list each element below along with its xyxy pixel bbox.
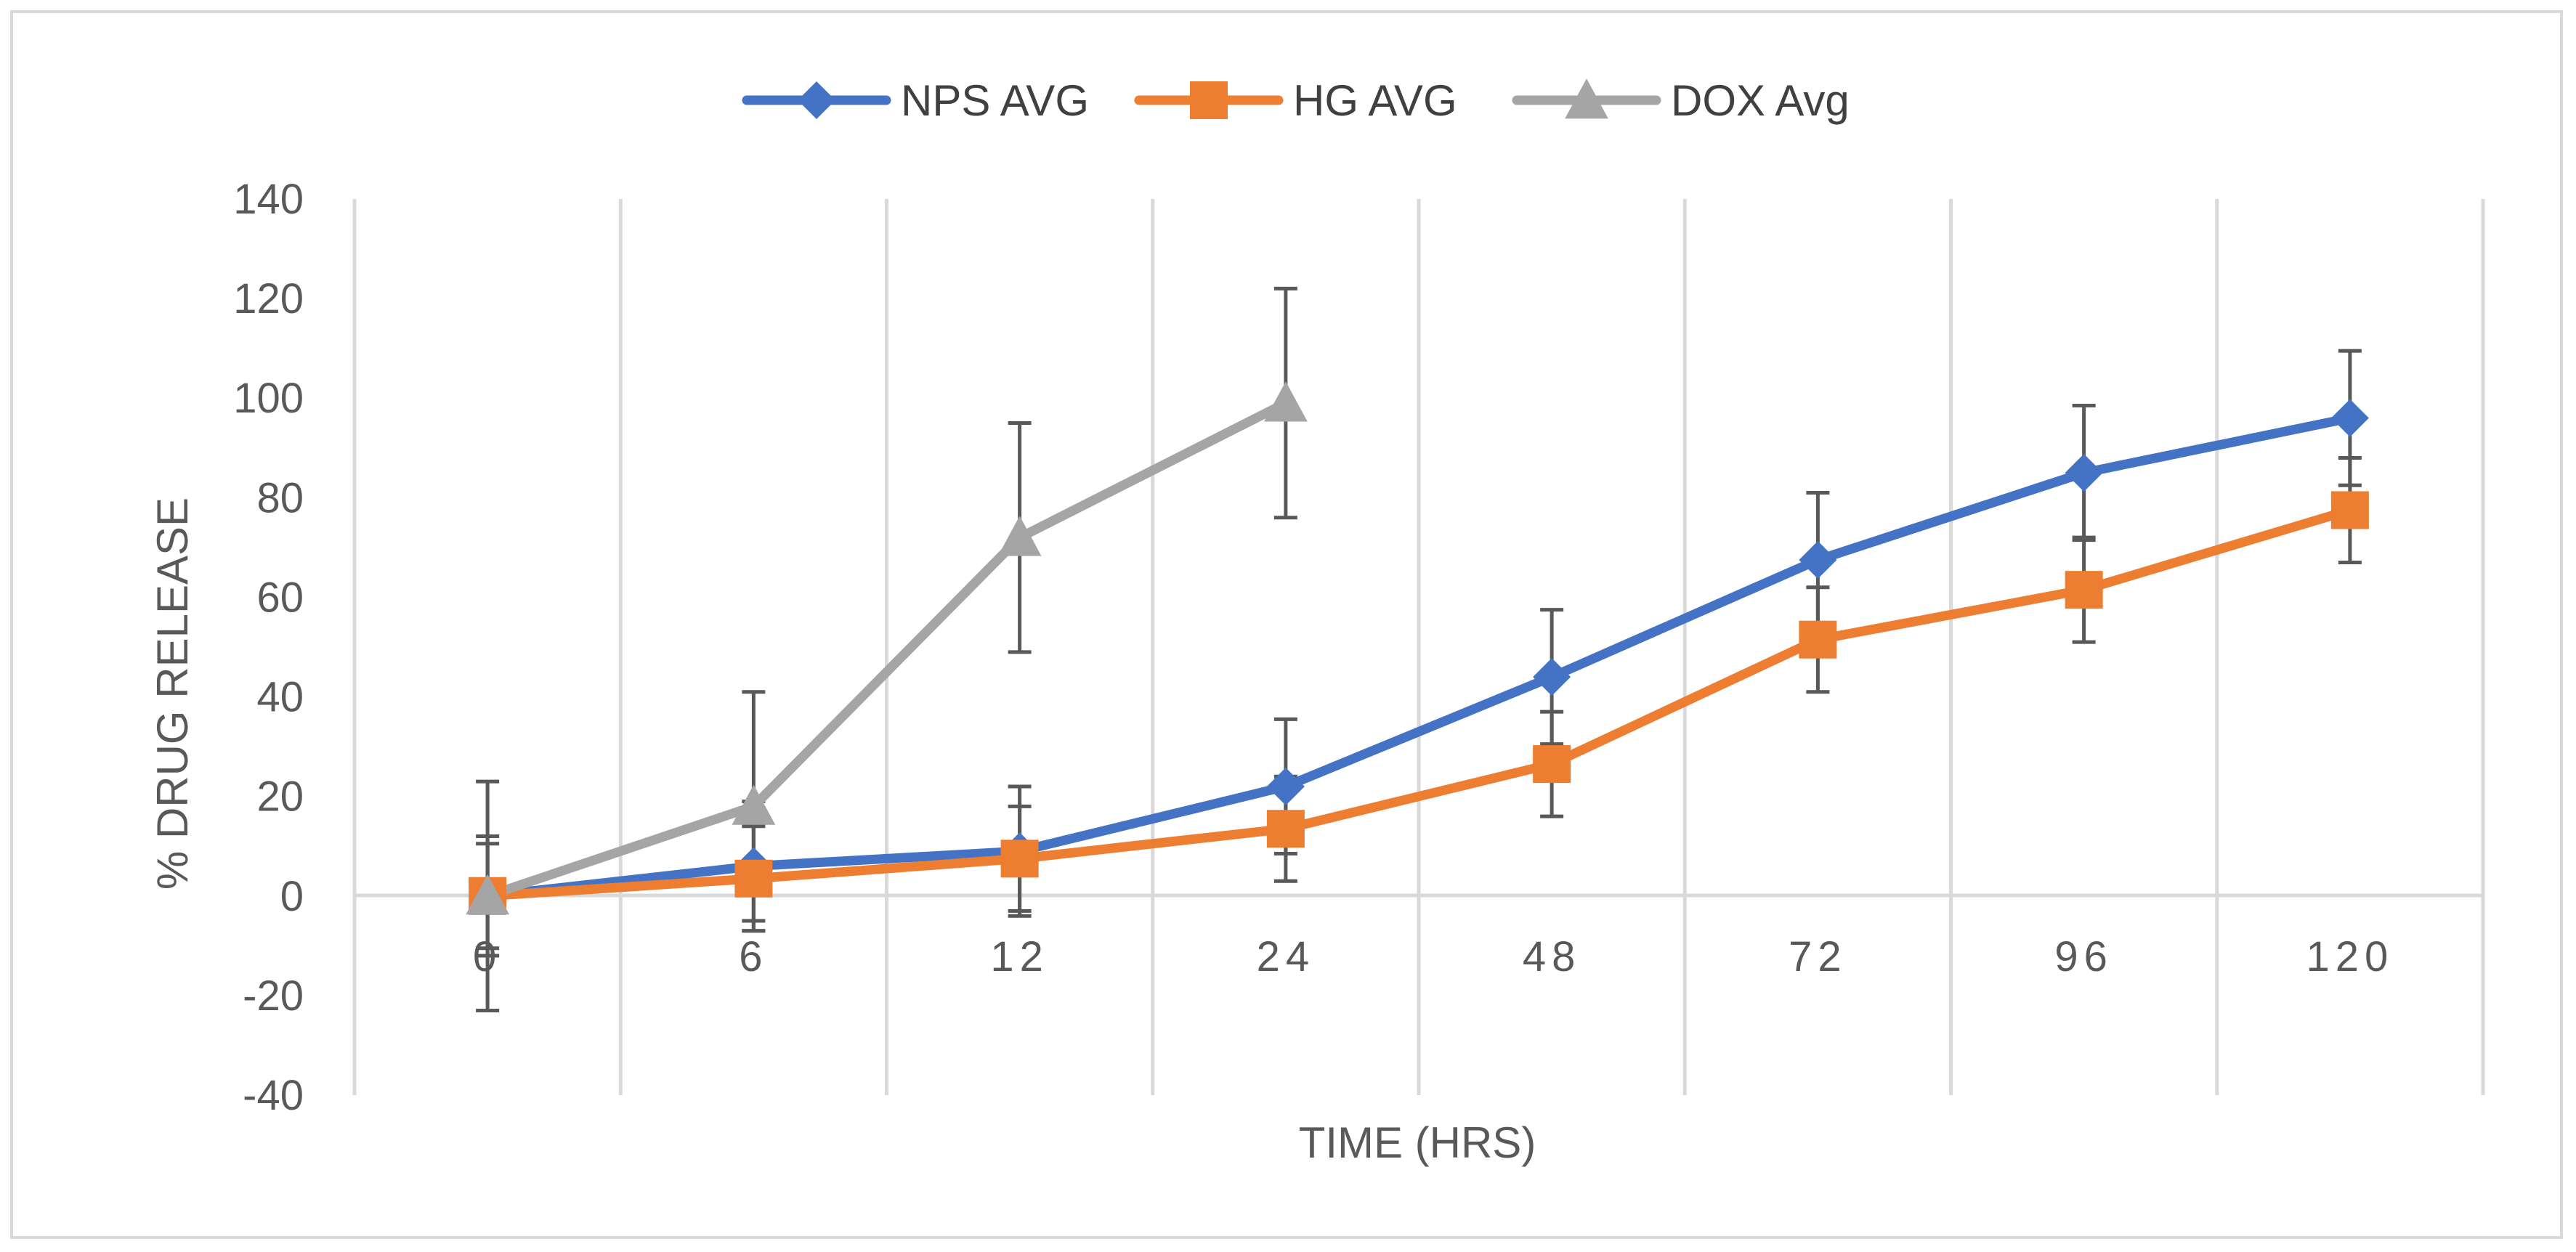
data-point-square (1266, 810, 1305, 848)
data-point-square (1533, 745, 1571, 784)
legend-label: HG AVG (1293, 76, 1457, 125)
legend-label: NPS AVG (901, 76, 1089, 125)
data-point-diamond (2065, 454, 2103, 492)
y-tick-label: 20 (256, 773, 304, 821)
data-point-triangle (997, 516, 1042, 556)
x-tick-label: 96 (2054, 933, 2113, 980)
data-point-square (1000, 840, 1039, 878)
y-tick-label: 80 (256, 474, 304, 521)
data-point-diamond (2330, 399, 2369, 437)
legend: NPS AVG HG AVG DOX Avg (742, 76, 1850, 125)
legend-item: DOX Avg (1512, 76, 1850, 125)
grid-layer (352, 199, 2485, 1095)
data-point-diamond (1533, 658, 1571, 696)
x-tick-label: 120 (2306, 933, 2394, 980)
x-tick-label: 24 (1257, 933, 1316, 980)
data-point-square (2330, 491, 2369, 529)
data-point-square (2065, 571, 2103, 609)
series-line-layer (482, 398, 2355, 901)
series-line-hg-avg (482, 505, 2355, 901)
y-tick-label: 0 (280, 873, 304, 920)
data-point-triangle (1263, 381, 1308, 422)
y-tick-label: -20 (243, 972, 304, 1020)
data-point-square (1799, 620, 1837, 659)
y-tick-label: 140 (233, 176, 304, 223)
y-tick-label: 40 (256, 674, 304, 721)
y-tick-label: 60 (256, 574, 304, 621)
legend-swatch-square-icon (1190, 81, 1228, 119)
x-tick-label: 72 (1789, 933, 1847, 980)
legend-item: NPS AVG (742, 76, 1089, 125)
y-tick-label: -40 (243, 1072, 304, 1119)
x-tick-label: 12 (990, 933, 1049, 980)
legend-label: DOX Avg (1671, 76, 1850, 125)
x-tick-label: 6 (739, 933, 768, 980)
legend-swatch-triangle-icon (1565, 78, 1608, 119)
data-point-triangle (732, 784, 776, 825)
series-line-dox-avg (482, 398, 1291, 901)
data-point-diamond (1799, 541, 1837, 580)
legend-item: HG AVG (1134, 76, 1457, 125)
axis-layer: -40-20020406080100120140061224487296120 (233, 176, 2483, 1119)
legend-swatch-diamond-icon (798, 81, 835, 119)
series-line-nps-avg (482, 413, 2355, 901)
data-point-diamond (1266, 767, 1305, 805)
chart-frame (10, 10, 2563, 1239)
y-axis-title: % DRUG RELEASE (148, 497, 197, 890)
marker-layer (466, 381, 2369, 915)
data-point-triangle (466, 874, 510, 915)
y-tick-label: 100 (233, 375, 304, 422)
data-point-square (734, 859, 773, 898)
x-axis-title: TIME (HRS) (1299, 1118, 1536, 1167)
x-tick-label: 48 (1523, 933, 1581, 980)
y-tick-label: 120 (233, 275, 304, 322)
